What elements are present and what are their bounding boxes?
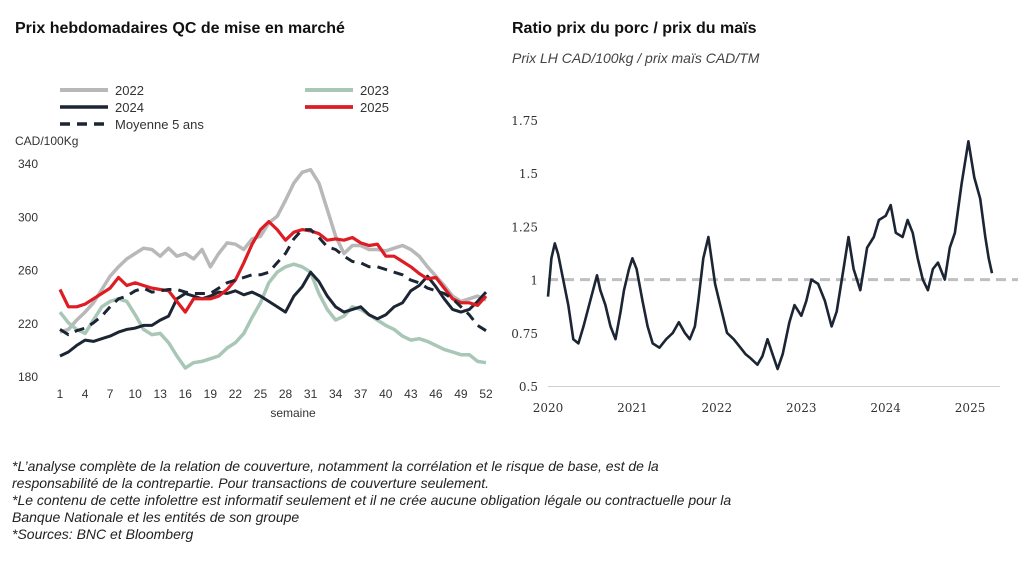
left-x-tick-label: 40: [379, 387, 393, 401]
right-y-tick-label: 1.25: [511, 220, 538, 234]
left-x-tick-label: 13: [154, 387, 168, 401]
right-x-tick-label: 2023: [786, 401, 817, 415]
left-y-axis-label: CAD/100Kg: [15, 134, 78, 148]
left-x-tick-label: 31: [304, 387, 318, 401]
footnote-line: responsabilité de la contrepartie. Pour …: [12, 475, 490, 491]
left-x-tick-label: 10: [128, 387, 142, 401]
right-y-tick-label: 1.75: [511, 114, 538, 128]
left-x-tick-label: 4: [82, 387, 89, 401]
left-y-tick-label: 260: [18, 264, 38, 278]
right-x-tick-label: 2020: [533, 401, 564, 415]
right-y-tick-label: 1: [530, 274, 538, 288]
right-y-tick-label: 0.75: [511, 327, 538, 341]
legend-label: Moyenne 5 ans: [115, 117, 204, 132]
right-x-tick-label: 2022: [702, 401, 733, 415]
right-y-tick-label: 1.5: [519, 167, 538, 181]
left-x-tick-label: 43: [404, 387, 418, 401]
left-x-tick-label: 19: [204, 387, 218, 401]
left-x-tick-label: 49: [454, 387, 468, 401]
left-x-tick-label: 16: [179, 387, 193, 401]
left-x-tick-label: 37: [354, 387, 368, 401]
left-x-tick-label: 1: [57, 387, 64, 401]
series-line-2025: [58, 220, 488, 314]
left-y-tick-label: 220: [18, 317, 38, 331]
series-line-2023: [58, 262, 487, 370]
footnote-line: *L’analyse complète de la relation de co…: [12, 458, 659, 474]
left-x-tick-label: 46: [429, 387, 443, 401]
footnotes: *L’analyse complète de la relation de co…: [12, 458, 1012, 543]
footnote-line: *Sources: BNC et Bloomberg: [12, 526, 194, 542]
left-x-tick-label: 7: [107, 387, 114, 401]
series-line-moyenne-5-ans: [59, 228, 487, 337]
right-x-tick-label: 2025: [955, 401, 986, 415]
left-y-tick-label: 180: [18, 370, 38, 384]
legend-label: 2024: [115, 100, 144, 115]
legend-label: 2023: [360, 83, 389, 98]
legend-label: 2025: [360, 100, 389, 115]
left-chart-title: Prix hebdomadaires QC de mise en marché: [15, 20, 345, 37]
right-chart-title: Ratio prix du porc / prix du maïs: [512, 20, 757, 37]
left-x-axis-label: semaine: [270, 406, 316, 420]
ratio-series-line: [546, 140, 994, 371]
right-chart-subtitle: Prix LH CAD/100kg / prix maïs CAD/TM: [512, 50, 760, 66]
left-y-tick-label: 300: [18, 210, 38, 224]
footnote-line: Banque Nationale et les entités de son g…: [12, 509, 300, 525]
charts-canvas: CAD/100Kg 340 300 260 220 180 1 4 7 10 13 16 19 22 25 2…: [15, 83, 1018, 420]
series-line-2024: [59, 270, 488, 358]
left-x-tick-label: 22: [229, 387, 243, 401]
left-y-tick-label: 340: [18, 157, 38, 171]
left-x-tick-label: 52: [479, 387, 493, 401]
right-x-tick-label: 2024: [870, 401, 901, 415]
series-line-2022: [59, 167, 487, 334]
left-x-tick-label: 34: [329, 387, 343, 401]
legend-label: 2022: [115, 83, 144, 98]
footnote-line: *Le contenu de cette infolettre est info…: [12, 492, 732, 508]
right-x-tick-label: 2021: [617, 401, 648, 415]
left-x-tick-label: 25: [254, 387, 268, 401]
right-y-tick-label: 0.5: [519, 380, 538, 394]
left-x-tick-label: 28: [279, 387, 293, 401]
